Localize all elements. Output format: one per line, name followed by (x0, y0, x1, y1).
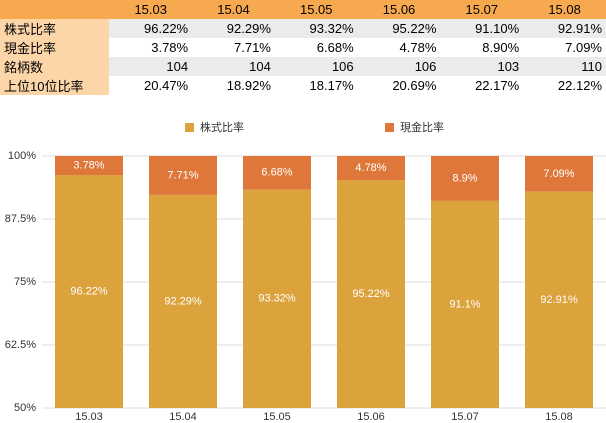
data-label: 4.78% (355, 162, 386, 174)
table-cell: 現金比率 (0, 38, 110, 57)
header-cell: 15.04 (192, 0, 275, 19)
table-cell: 22.12% (557, 78, 602, 93)
bar-segment (243, 156, 311, 190)
bar-segment (431, 156, 499, 201)
table-cell: 3.78% (151, 40, 189, 55)
table-cell: 8.90% (482, 40, 520, 55)
table-cell: 上位10位比率 (0, 76, 110, 95)
table-cell: 18.92% (226, 78, 271, 93)
table-cell: 7.71% (234, 40, 271, 55)
data-label: 6.68% (261, 167, 292, 179)
legend-swatch (185, 123, 194, 132)
bar-segment (243, 189, 311, 408)
table-cell: 104 (192, 57, 275, 76)
bar-segment (337, 180, 405, 408)
table-cell: 104 (109, 57, 193, 76)
table-cell: 20.47% (144, 78, 189, 93)
data-label: 8.9% (452, 172, 477, 184)
table-cell: 110 (523, 57, 606, 76)
bar-segment (337, 156, 405, 181)
data-label: 93.32% (258, 293, 296, 305)
table-cell: 銘柄数 (0, 57, 110, 76)
table-cell: 103 (440, 57, 524, 76)
y-tick-label: 62.5% (5, 339, 36, 351)
data-label: 7.09% (543, 168, 574, 180)
header-cell: 15.06 (357, 0, 441, 19)
bar-segment (55, 175, 123, 408)
x-tick-label: 15.03 (75, 411, 103, 423)
table-row: 銘柄数 104 104 106 106 103 110 (0, 57, 606, 76)
data-label: 91.1% (449, 298, 480, 310)
data-label: 92.91% (540, 294, 578, 306)
table-row: 上位10位比率 20.47% 18.92% 18.17% 20.69% 22.17% 22.… (0, 76, 606, 95)
x-tick-label: 15.07 (451, 411, 479, 423)
table-cell: 22.17% (475, 78, 520, 93)
x-tick-label: 15.08 (545, 411, 573, 423)
table-cell: 4.78% (399, 40, 437, 55)
x-tick-label: 15.06 (357, 411, 385, 423)
bar-segment (525, 191, 593, 408)
table-cell: 92.91% (523, 19, 606, 38)
y-tick-label: 87.5% (5, 213, 36, 225)
legend-label: 株式比率 (200, 120, 244, 134)
table-cell: 95.22% (357, 19, 441, 38)
x-tick-label: 15.05 (263, 411, 291, 423)
summary-table: 15.03 15.04 15.05 15.06 15.07 15.08 株式比率 96.22%… (0, 0, 606, 95)
bar-segment (149, 194, 217, 408)
header-row: 15.03 15.04 15.05 15.06 15.07 15.08 (0, 0, 606, 19)
bar-segment (55, 156, 123, 176)
table-cell: 91.10% (440, 19, 524, 38)
table-cell: 96.22% (109, 19, 193, 38)
table-cell: 106 (274, 57, 358, 76)
table-cell: 株式比率 (0, 19, 110, 38)
y-tick-label: 100% (8, 150, 36, 162)
header-cell: 15.07 (440, 0, 524, 19)
x-tick-label: 15.04 (169, 411, 197, 423)
legend-swatch (385, 123, 394, 132)
table-cell: 92.29% (192, 19, 275, 38)
header-cell: 15.03 (109, 0, 193, 19)
table-cell: 18.17% (309, 78, 354, 93)
header-cell (0, 0, 110, 19)
table-cell: 7.09% (565, 40, 602, 55)
y-tick-label: 50% (14, 402, 36, 414)
bar-segment (525, 156, 593, 192)
legend-label: 現金比率 (400, 120, 444, 134)
bar-segment (431, 200, 499, 408)
table-row: 現金比率 3.78% 7.71% 6.68% 4.78% 8.90% 7.09% (0, 38, 606, 57)
table-cell: 20.69% (392, 78, 437, 93)
data-label: 3.78% (73, 159, 104, 171)
header-cell: 15.05 (274, 0, 358, 19)
data-label: 95.22% (352, 288, 390, 300)
data-label: 96.22% (70, 285, 108, 297)
table-cell: 6.68% (316, 40, 354, 55)
header-cell: 15.08 (523, 0, 606, 19)
data-label: 7.71% (167, 169, 198, 181)
y-tick-label: 75% (14, 276, 36, 288)
bar-segment (149, 156, 217, 195)
table-cell: 93.32% (274, 19, 358, 38)
data-label: 92.29% (164, 295, 202, 307)
table-row: 株式比率 96.22% 92.29% 93.32% 95.22% 91.10% 92.91% (0, 19, 606, 38)
table-cell: 106 (357, 57, 441, 76)
